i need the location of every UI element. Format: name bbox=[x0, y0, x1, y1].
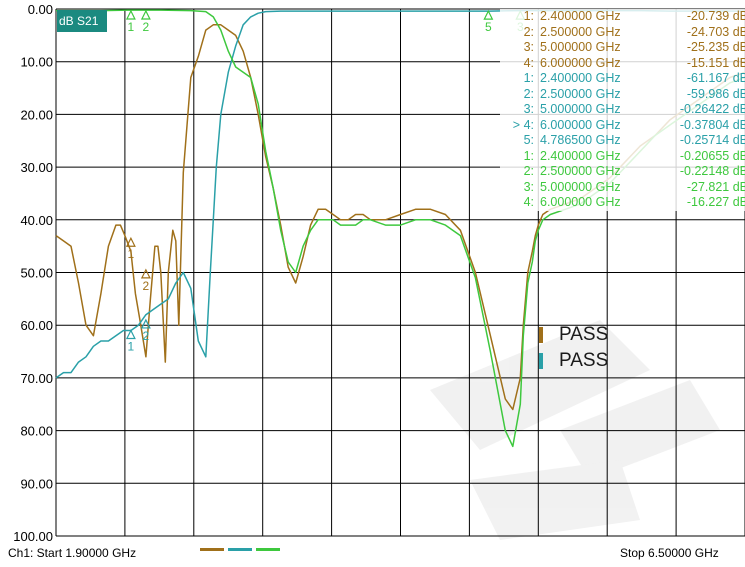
marker-readout-row: 2: 2.500000 GHz -24.703 dB bbox=[500, 25, 745, 41]
y-tick-label: 60.00 bbox=[20, 318, 53, 333]
trace-badge-db-s21[interactable]: dB S21 bbox=[57, 10, 107, 32]
pass-text: PASS bbox=[559, 350, 609, 371]
marker-id: 3: bbox=[523, 40, 534, 54]
marker-number: 5 bbox=[485, 20, 492, 34]
marker-value: -0.37804 dB bbox=[679, 117, 745, 132]
marker-value: -16.227 dB bbox=[686, 195, 745, 209]
marker-value: -15.151 dB bbox=[686, 55, 745, 70]
pass-indicator: PASS bbox=[539, 350, 608, 372]
marker-readout-row: 4: 6.000000 GHz -15.151 dB bbox=[500, 56, 745, 72]
marker-id: 2: bbox=[523, 164, 534, 178]
y-tick-label: 20.00 bbox=[20, 107, 53, 122]
marker-triangle[interactable] bbox=[140, 9, 151, 20]
marker-id: 1: bbox=[523, 148, 534, 163]
marker-value: -20.739 dB bbox=[686, 9, 745, 23]
marker-value: -25.235 dB bbox=[686, 40, 745, 54]
marker-id: 4: bbox=[523, 195, 534, 209]
marker-frequency: 5.000000 GHz bbox=[540, 102, 621, 116]
marker-frequency: 2.500000 GHz bbox=[540, 24, 621, 39]
marker-number: 2 bbox=[143, 20, 150, 34]
marker-number: 2 bbox=[143, 329, 150, 343]
marker-readout-row: 1: 2.400000 GHz -20.739 dB bbox=[500, 9, 745, 25]
marker-frequency: 5.000000 GHz bbox=[540, 40, 621, 54]
y-tick-label: 100.00 bbox=[13, 529, 53, 544]
y-tick-label: 40.00 bbox=[20, 213, 53, 228]
marker-frequency: 2.500000 GHz bbox=[540, 86, 621, 101]
marker-value: -61.167 dB bbox=[686, 71, 745, 85]
marker-id: 1: bbox=[523, 9, 534, 23]
pass-indicator: PASS bbox=[539, 324, 608, 346]
marker-value: -0.25714 dB bbox=[679, 133, 745, 147]
marker-id: 5: bbox=[523, 133, 534, 147]
trace1-legend-swatch bbox=[200, 548, 224, 551]
marker-readout-row: > 4: 6.000000 GHz -0.37804 dB bbox=[500, 118, 745, 134]
marker-value: -24.703 dB bbox=[686, 24, 745, 39]
y-tick-label: 70.00 bbox=[20, 371, 53, 386]
y-tick-label: 10.00 bbox=[20, 55, 53, 70]
marker-frequency: 4.786500 GHz bbox=[540, 133, 621, 147]
pass-color-bar bbox=[539, 327, 543, 343]
marker-triangle[interactable] bbox=[125, 236, 136, 247]
marker-triangle[interactable] bbox=[140, 318, 151, 329]
marker-readout-row: 3: 5.000000 GHz -25.235 dB bbox=[500, 40, 745, 56]
trace3-legend-swatch bbox=[256, 548, 280, 551]
y-tick-label: 30.00 bbox=[20, 160, 53, 175]
marker-value: -59.986 dB bbox=[686, 86, 745, 101]
marker-readout-row: 5: 4.786500 GHz -0.25714 dB bbox=[500, 133, 745, 149]
marker-readout-row: 3: 5.000000 GHz -0.26422 dB bbox=[500, 102, 745, 118]
marker-value: -0.26422 dB bbox=[679, 102, 745, 116]
marker-triangle[interactable] bbox=[140, 268, 151, 279]
marker-frequency: 6.000000 GHz bbox=[540, 195, 621, 209]
marker-id: > 4: bbox=[512, 117, 534, 132]
trace2-legend-swatch bbox=[228, 548, 252, 551]
marker-value: -0.20655 dB bbox=[679, 148, 745, 163]
marker-readout-row: 2: 2.500000 GHz -0.22148 dB bbox=[500, 164, 745, 180]
pass-color-bar bbox=[539, 353, 543, 369]
trace-line-1 bbox=[55, 24, 745, 411]
marker-value: -27.821 dB bbox=[686, 179, 745, 194]
marker-frequency: 2.400000 GHz bbox=[540, 71, 621, 85]
marker-readout-row: 2: 2.500000 GHz -59.986 dB bbox=[500, 87, 745, 103]
marker-id: 1: bbox=[523, 71, 534, 85]
marker-tags: 12121253 bbox=[125, 9, 526, 353]
marker-id: 3: bbox=[523, 179, 534, 194]
y-tick-label: 90.00 bbox=[20, 476, 53, 491]
marker-frequency: 2.500000 GHz bbox=[540, 164, 621, 178]
y-axis-ticks: 0.00 10.00 20.00 30.00 40.00 50.00 60.00 70.00 8… bbox=[13, 2, 53, 544]
marker-number: 2 bbox=[143, 279, 150, 293]
marker-number: 1 bbox=[128, 339, 135, 353]
y-tick-label: 0.00 bbox=[28, 2, 53, 17]
marker-readout-row: 3: 5.000000 GHz -27.821 dB bbox=[500, 180, 745, 196]
marker-frequency: 2.400000 GHz bbox=[540, 148, 621, 163]
marker-readout-row: 1: 2.400000 GHz -0.20655 dB bbox=[500, 149, 745, 165]
marker-readout-table: 1: 2.400000 GHz -20.739 dB 2: 2.500000 GHz -2… bbox=[500, 9, 745, 211]
stop-frequency-label: Stop 6.50000 GHz bbox=[620, 546, 719, 560]
marker-frequency: 6.000000 GHz bbox=[540, 117, 621, 132]
marker-frequency: 6.000000 GHz bbox=[540, 55, 621, 70]
watermark-logo bbox=[430, 320, 720, 540]
marker-value: -0.22148 dB bbox=[679, 164, 745, 178]
marker-readout-row: 4: 6.000000 GHz -16.227 dB bbox=[500, 195, 745, 211]
marker-triangle[interactable] bbox=[125, 9, 136, 20]
pass-text: PASS bbox=[559, 324, 609, 345]
marker-frequency: 5.000000 GHz bbox=[540, 179, 621, 194]
y-tick-label: 50.00 bbox=[20, 266, 53, 281]
marker-triangle[interactable] bbox=[483, 9, 494, 20]
marker-number: 1 bbox=[128, 247, 135, 261]
marker-readout-row: 1: 2.400000 GHz -61.167 dB bbox=[500, 71, 745, 87]
marker-id: 3: bbox=[523, 102, 534, 116]
y-tick-label: 80.00 bbox=[20, 424, 53, 439]
marker-triangle[interactable] bbox=[125, 329, 136, 340]
marker-number: 1 bbox=[128, 20, 135, 34]
marker-frequency: 2.400000 GHz bbox=[540, 9, 621, 23]
start-frequency-label: Ch1: Start 1.90000 GHz bbox=[8, 546, 137, 560]
marker-id: 2: bbox=[523, 86, 534, 101]
marker-id: 4: bbox=[523, 55, 534, 70]
marker-id: 2: bbox=[523, 24, 534, 39]
